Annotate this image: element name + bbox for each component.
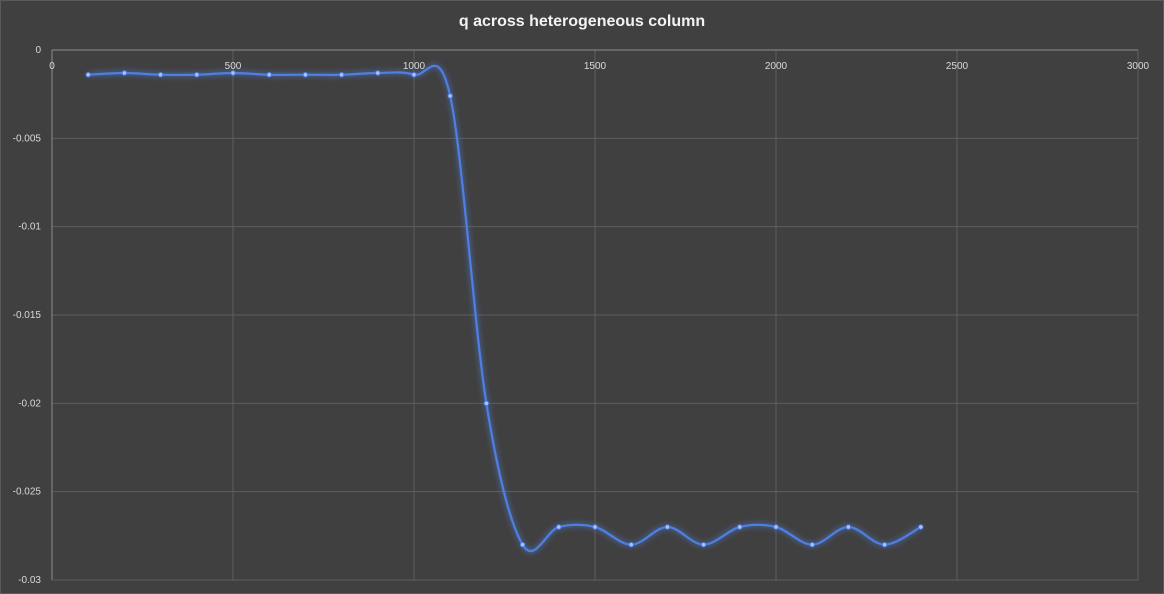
data-point: [737, 524, 743, 530]
data-point: [230, 70, 236, 76]
data-point: [809, 541, 815, 548]
data-point: [845, 524, 852, 530]
data-point: [881, 541, 888, 548]
data-point: [85, 72, 91, 78]
data-point: [447, 93, 453, 99]
data-point: [483, 400, 490, 407]
data-point: [700, 541, 707, 548]
y-tick-label: -0.005: [13, 133, 42, 144]
data-point: [266, 72, 272, 78]
y-tick-label: -0.01: [18, 222, 41, 233]
data-point: [338, 72, 345, 78]
y-tick-label: -0.015: [13, 310, 42, 321]
x-tick-label: 2500: [946, 61, 969, 72]
x-tick-label: 2000: [765, 61, 788, 72]
y-tick-label: -0.03: [18, 575, 41, 586]
data-point: [375, 70, 381, 76]
data-point: [918, 524, 924, 530]
data-point: [411, 72, 417, 78]
data-point: [121, 70, 128, 76]
grid: [52, 50, 1139, 581]
x-tick-label: 3000: [1127, 61, 1150, 72]
data-point: [664, 524, 671, 530]
data-point: [519, 541, 526, 548]
x-tick-label: 500: [225, 61, 242, 72]
y-tick-label: 0: [35, 45, 41, 56]
tick-labels: 0 -0.005 -0.01 -0.015 -0.02 -0.025 -0.03 0 500 10…: [13, 45, 1150, 586]
data-point: [773, 524, 779, 530]
y-tick-label: -0.025: [13, 487, 42, 498]
data-point: [157, 72, 164, 78]
data-point: [592, 524, 598, 530]
chart-title: q across heterogeneous column: [458, 13, 706, 30]
data-point: [194, 72, 200, 78]
series-layer: [85, 64, 924, 553]
x-tick-label: 0: [49, 61, 55, 72]
data-point: [302, 72, 309, 78]
x-tick-label: 1500: [584, 61, 607, 72]
data-point: [556, 524, 562, 530]
data-point: [628, 541, 634, 548]
axes: [51, 49, 1138, 581]
y-tick-label: -0.02: [18, 398, 41, 409]
x-tick-label: 1000: [403, 61, 426, 72]
